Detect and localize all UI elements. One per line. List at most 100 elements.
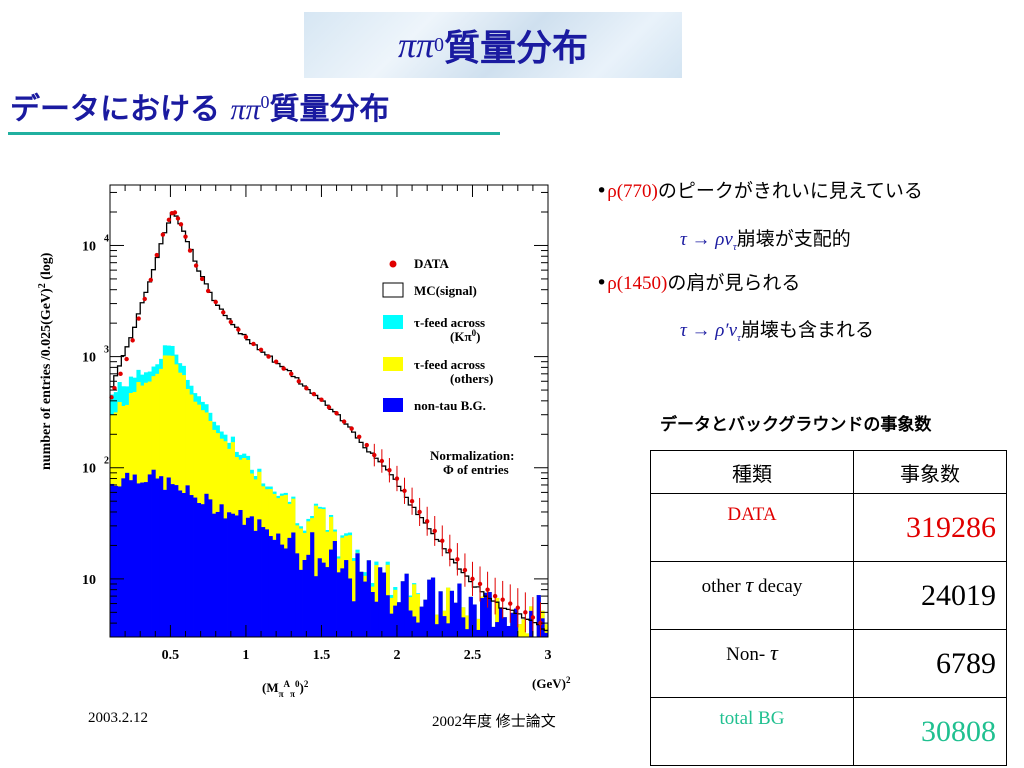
data-point [243, 334, 249, 340]
legend-marker [389, 260, 397, 268]
blue-bar [313, 576, 319, 637]
legend-swatch [383, 398, 403, 412]
yellow-bar [517, 624, 522, 637]
data-point [530, 615, 536, 620]
title-math: ππ [397, 25, 435, 65]
blue-bar [529, 610, 534, 637]
data-points [109, 210, 543, 637]
blue-bar [287, 537, 292, 637]
blue-bar [196, 503, 202, 637]
blue-bar [185, 485, 190, 637]
subtitle-post: 質量分布 [269, 92, 390, 127]
slide-title: ππ 0 質量分布 [304, 12, 682, 78]
blue-bar [151, 469, 156, 637]
data-point [538, 620, 543, 626]
blue-bar [261, 527, 266, 637]
blue-bar [208, 499, 213, 637]
table-row: Non- τ 6789 [650, 629, 1007, 698]
blue-bar [514, 608, 519, 637]
data-point [394, 476, 400, 481]
blue-bar [381, 572, 387, 637]
data-point [304, 385, 309, 391]
y-tick-label: 10 [82, 239, 96, 254]
rho1450-label: ρ(1450) [607, 273, 668, 294]
data-point [183, 234, 188, 239]
row-value-other-tau: 24019 [853, 561, 1007, 630]
table-title: データとバックグラウンドの事象数 [660, 415, 932, 435]
title-text: 質量分布 [444, 28, 589, 69]
blue-bar [230, 513, 236, 637]
data-point [281, 366, 286, 371]
slide-subtitle: データにおける ππ0質量分布 [10, 84, 390, 128]
plot-frame [109, 184, 549, 638]
blue-bar [166, 477, 171, 637]
data-point [154, 252, 160, 258]
blue-bar [359, 571, 364, 637]
bullet-rho770: •ρ(770)のピークがきれいに見えている [596, 180, 923, 202]
data-point [266, 354, 271, 359]
blue-bar [325, 567, 330, 637]
data-point [432, 528, 437, 534]
blue-bar [483, 592, 488, 637]
data-point [289, 371, 294, 377]
blue-bar [389, 613, 394, 637]
blue-bar [321, 562, 326, 637]
legend-label: non-tau B.G. [414, 398, 486, 413]
blue-bar [476, 629, 481, 637]
mass-histogram: 0.5 1 1.5 2 2.5 3 10 10 2 10 3 10 4 DATA MC(signal) τ… [37, 184, 571, 699]
data-point [417, 509, 422, 515]
blue-bar [264, 529, 269, 637]
data-point [455, 557, 460, 562]
blue-bar [257, 519, 262, 637]
blue-bar [310, 532, 315, 637]
data-point [508, 601, 513, 606]
blue-bar [366, 560, 371, 637]
data-point [462, 567, 468, 573]
data-point [273, 359, 279, 364]
data-point [166, 217, 172, 223]
table-row: total BG 30808 [650, 697, 1007, 766]
blue-bar [430, 577, 436, 637]
normalization-note-2: Φ of entries [443, 462, 509, 477]
blue-bar [295, 553, 300, 637]
data-point [112, 385, 117, 391]
blue-bar [132, 474, 137, 637]
data-point [349, 426, 354, 431]
yellow-bar [476, 618, 481, 637]
blue-bar [472, 604, 477, 637]
blue-bar [498, 608, 504, 637]
data-point [160, 232, 166, 237]
blue-bar [174, 485, 179, 637]
row-value-total-bg: 30808 [853, 697, 1007, 766]
yellow-bar [313, 505, 319, 637]
legend-label-2: (Kπ0) [450, 328, 480, 344]
legend-label: τ-feed across [414, 357, 485, 372]
blue-bar [344, 560, 349, 637]
blue-bar [449, 590, 455, 637]
legend-label: MC(signal) [414, 283, 477, 298]
blue-bar [434, 624, 439, 637]
blue-bar [121, 478, 126, 637]
blue-bar [242, 524, 247, 637]
data-point [515, 605, 520, 610]
blue-bar [374, 601, 379, 637]
yellow-bar [495, 597, 500, 637]
y-axis-ticks: 10 10 2 10 3 10 4 [82, 191, 548, 638]
yellow-bar [351, 560, 356, 637]
footer-thesis: 2002年度 修士論文 [432, 714, 556, 730]
blue-bar [329, 549, 334, 637]
y-tick-label: 10 [82, 351, 96, 366]
blue-bar [362, 581, 368, 637]
blue-bar [193, 497, 198, 637]
title-sup: 0 [434, 33, 445, 56]
blue-bar [355, 553, 360, 637]
yellow-bar [521, 619, 526, 637]
blue-bar [336, 572, 341, 637]
blue-bar [446, 623, 451, 637]
row-label-data: DATA [650, 493, 854, 562]
data-point [492, 593, 498, 599]
row-label-total-bg: total BG [650, 697, 854, 766]
blue-bar [136, 483, 141, 637]
blue-bar [302, 559, 307, 637]
data-point [118, 371, 123, 377]
